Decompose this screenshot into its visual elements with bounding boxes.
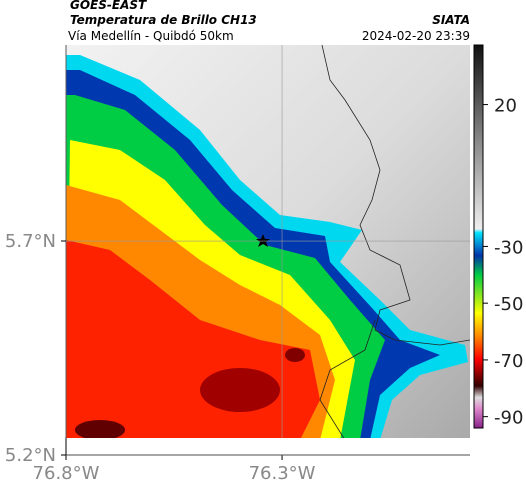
colorbar-tick-label: -30 xyxy=(494,237,523,258)
colorbar-tick-label: -90 xyxy=(494,408,523,429)
y-tick-label: 5.7°N xyxy=(5,231,56,252)
timestamp: 2024-02-20 23:39 xyxy=(362,29,470,43)
product: Temperatura de Brillo CH13 xyxy=(70,13,257,27)
satellite-image xyxy=(66,45,470,438)
x-tick-label: 76.8°W xyxy=(33,463,100,484)
colorbar-tick-label: -70 xyxy=(494,351,523,372)
location-marker xyxy=(256,234,270,247)
region: Vía Medellín - Quibdó 50km xyxy=(68,29,234,43)
x-tick-label: 76.3°W xyxy=(249,463,316,484)
y-tick-label: 5.2°N xyxy=(5,445,56,466)
colorbar xyxy=(473,44,484,429)
colorbar-tick-label: -50 xyxy=(494,294,523,315)
source: GOES-EAST xyxy=(70,0,147,12)
colorbar-tick-label: 20 xyxy=(494,96,517,117)
agency: SIATA xyxy=(432,13,470,27)
